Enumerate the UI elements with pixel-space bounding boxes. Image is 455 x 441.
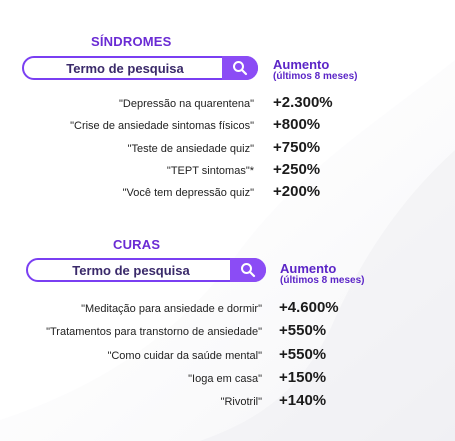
row-value: +140% <box>279 392 327 409</box>
table-row: "Teste de ansiedade quiz" +750% <box>0 137 455 159</box>
curas-header-main: Aumento <box>280 261 337 276</box>
sindromes-search-bar[interactable]: Termo de pesquisa <box>22 56 258 80</box>
sindromes-search-label: Termo de pesquisa <box>66 60 184 76</box>
table-row: "TEPT sintomas"* +250% <box>0 159 455 181</box>
table-row: "Você tem depressão quiz" +200% <box>0 181 455 203</box>
table-row: "Crise de ansiedade sintomas físicos" +8… <box>0 114 455 136</box>
row-term: "Depressão na quarentena" <box>118 98 254 110</box>
search-icon <box>233 61 248 76</box>
sindromes-column-header: Aumento (últimos 8 meses) <box>273 58 357 82</box>
sindromes-header-main: Aumento <box>273 57 330 72</box>
row-value: +750% <box>273 139 321 156</box>
row-term: "TEPT sintomas"* <box>166 165 254 177</box>
row-value: +2.300% <box>273 94 333 111</box>
row-value: +550% <box>279 346 327 363</box>
row-term: "Você tem depressão quiz" <box>122 187 254 199</box>
row-value: +250% <box>273 161 321 178</box>
row-value: +800% <box>273 116 321 133</box>
table-row: "Ioga em casa" +150% <box>0 367 455 389</box>
table-row: "Depressão na quarentena" +2.300% <box>0 92 455 114</box>
sindromes-title: SÍNDROMES <box>91 34 172 49</box>
row-value: +150% <box>279 369 327 386</box>
row-term: "Ioga em casa" <box>188 373 262 385</box>
row-value: +4.600% <box>279 299 339 316</box>
row-term: "Meditação para ansiedade e dormir" <box>81 303 262 315</box>
row-term: "Como cuidar da saúde mental" <box>107 350 262 362</box>
curas-search-label: Termo de pesquisa <box>72 262 190 278</box>
row-term: "Rivotril" <box>220 396 262 408</box>
curas-search-bar[interactable]: Termo de pesquisa <box>26 258 266 282</box>
sindromes-section: SÍNDROMES Termo de pesquisa Aumento (últ… <box>0 0 455 210</box>
curas-column-header: Aumento (últimos 8 meses) <box>280 262 364 286</box>
curas-search-button[interactable] <box>230 258 266 282</box>
row-term: "Teste de ansiedade quiz" <box>127 143 254 155</box>
sindromes-search-button[interactable] <box>222 56 258 80</box>
row-value: +200% <box>273 183 321 200</box>
table-row: "Rivotril" +140% <box>0 390 455 412</box>
table-row: "Tratamentos para transtorno de ansiedad… <box>0 320 455 342</box>
curas-title: CURAS <box>113 237 161 252</box>
curas-header-sub: (últimos 8 meses) <box>280 275 365 286</box>
row-term: "Crise de ansiedade sintomas físicos" <box>70 120 254 132</box>
table-row: "Meditação para ansiedade e dormir" +4.6… <box>0 297 455 319</box>
row-term: "Tratamentos para transtorno de ansiedad… <box>46 326 262 338</box>
sindromes-header-sub: (últimos 8 meses) <box>273 71 358 82</box>
search-icon <box>241 263 256 278</box>
row-value: +550% <box>279 322 327 339</box>
table-row: "Como cuidar da saúde mental" +550% <box>0 344 455 366</box>
